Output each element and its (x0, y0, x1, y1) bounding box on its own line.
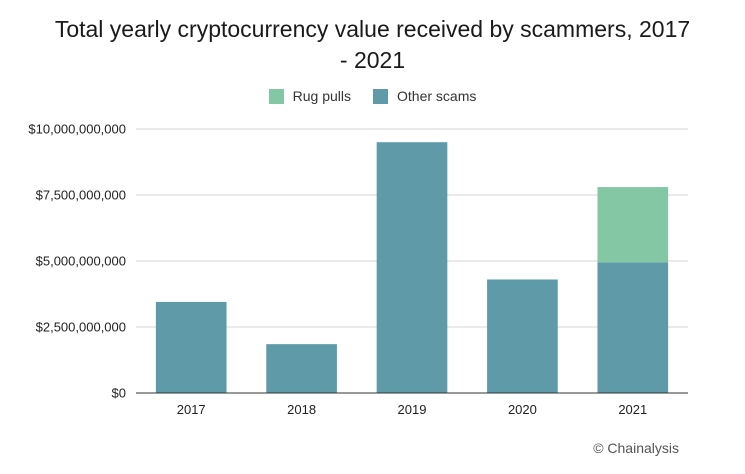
chart-legend: Rug pulls Other scams (0, 88, 745, 104)
x-tick-label-2018: 2018 (287, 402, 316, 417)
bar-other-scams-2019 (376, 142, 448, 393)
chart-title: Total yearly cryptocurrency value receiv… (0, 14, 745, 76)
chart-title-line-2: - 2021 (339, 47, 406, 73)
legend-swatch-other-scams (373, 88, 388, 104)
bar-rug-pulls-2021 (597, 187, 669, 263)
source-credit: © Chainalysis (593, 440, 679, 456)
legend-item-other-scams[interactable]: Other scams (373, 88, 476, 104)
y-tick-label-1: $2,500,000,000 (36, 320, 126, 335)
y-tick-label-0: $0 (112, 386, 126, 401)
y-tick-label-3: $7,500,000,000 (36, 188, 126, 203)
y-tick-label-4: $10,000,000,000 (28, 122, 126, 137)
legend-label-other-scams: Other scams (397, 88, 477, 104)
x-tick-label-2017: 2017 (177, 402, 206, 417)
legend-label-rug-pulls: Rug pulls (292, 88, 351, 104)
y-tick-label-2: $5,000,000,000 (36, 254, 126, 269)
axes: $0 $2,500,000,000 $5,000,000,000 $7,500,000… (28, 122, 688, 417)
bar-other-scams-2020 (487, 279, 558, 393)
bars (155, 142, 669, 393)
bar-other-scams-2017 (155, 301, 227, 393)
legend-item-rug-pulls[interactable]: Rug pulls (268, 88, 351, 104)
x-tick-label-2019: 2019 (398, 402, 427, 417)
x-tick-label-2021: 2021 (618, 402, 647, 417)
chart-title-line-1: Total yearly cryptocurrency value receiv… (54, 16, 691, 42)
bar-other-scams-2021 (597, 262, 669, 393)
legend-swatch-rug-pulls (268, 88, 284, 104)
x-tick-label-2020: 2020 (508, 402, 537, 417)
bar-other-scams-2018 (266, 344, 337, 393)
